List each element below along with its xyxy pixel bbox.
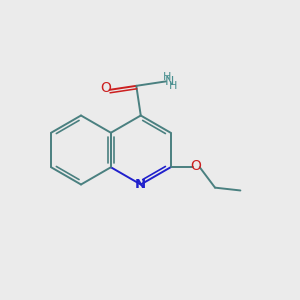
Text: O: O [190,159,201,173]
Text: N: N [135,178,146,191]
Text: O: O [100,81,111,95]
Text: H: H [162,72,171,82]
Text: N: N [165,75,174,88]
Text: H: H [168,81,177,91]
